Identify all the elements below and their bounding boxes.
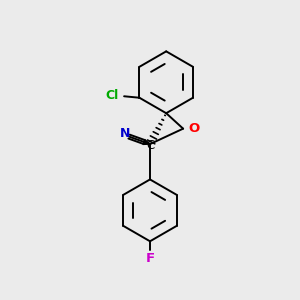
Text: Cl: Cl [105, 89, 118, 102]
Text: C: C [146, 139, 154, 152]
Text: O: O [188, 122, 200, 135]
Polygon shape [143, 140, 150, 144]
Text: N: N [120, 128, 130, 140]
Text: F: F [146, 253, 154, 266]
